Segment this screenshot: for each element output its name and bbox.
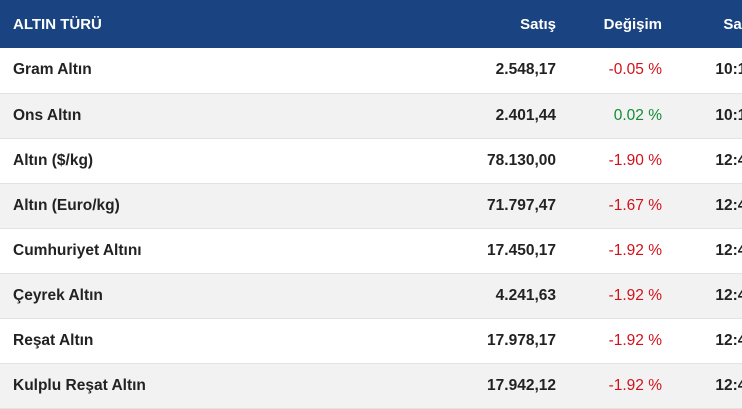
row-change: -1.92 % <box>608 331 662 349</box>
table-row[interactable]: Çeyrek Altın 4.241,63 -1.92 % 12:42 <box>0 273 742 318</box>
row-time: 12:42 <box>715 376 742 394</box>
row-time: 10:13 <box>715 106 742 124</box>
table-row[interactable]: Cumhuriyet Altını 17.450,17 -1.92 % 12:4… <box>0 228 742 273</box>
row-change: -1.67 % <box>608 196 662 214</box>
row-sell-price: 78.130,00 <box>487 151 556 169</box>
row-sell-price: 2.401,44 <box>495 106 556 124</box>
row-name: Gram Altın <box>13 61 92 79</box>
table-row[interactable]: Ons Altın 2.401,44 0.02 % 10:13 <box>0 93 742 138</box>
row-name: Kulplu Reşat Altın <box>13 376 146 394</box>
table-row[interactable]: Gram Altın 2.548,17 -0.05 % 10:13 <box>0 48 742 93</box>
row-change: 0.02 % <box>613 106 662 124</box>
header-row: ALTIN TÜRÜ Satış Değişim Saat <box>0 0 742 48</box>
header-sell: Satış <box>520 15 556 33</box>
table-body: Gram Altın 2.548,17 -0.05 % 10:13 Ons Al… <box>0 48 742 408</box>
row-time: 12:42 <box>715 151 742 169</box>
row-name: Reşat Altın <box>13 331 94 349</box>
row-sell-price: 2.548,17 <box>495 61 556 79</box>
row-time: 12:42 <box>715 241 742 259</box>
row-time: 12:42 <box>715 331 742 349</box>
row-time: 10:13 <box>715 61 742 79</box>
row-name: Altın (Euro/kg) <box>13 196 120 214</box>
row-name: Çeyrek Altın <box>13 286 103 304</box>
table-row[interactable]: Kulplu Reşat Altın 17.942,12 -1.92 % 12:… <box>0 363 742 408</box>
row-sell-price: 4.241,63 <box>495 286 556 304</box>
row-change: -1.92 % <box>608 241 662 259</box>
header-time: Saat <box>723 15 742 33</box>
row-change: -1.92 % <box>608 376 662 394</box>
row-change: -1.92 % <box>608 286 662 304</box>
table-row[interactable]: Altın ($/kg) 78.130,00 -1.90 % 12:42 <box>0 138 742 183</box>
table-row[interactable]: Reşat Altın 17.978,17 -1.92 % 12:42 <box>0 318 742 363</box>
row-name: Ons Altın <box>13 106 82 124</box>
table-row[interactable]: Altın (Euro/kg) 71.797,47 -1.67 % 12:42 <box>0 183 742 228</box>
header-change: Değişim <box>603 15 662 33</box>
row-sell-price: 17.942,12 <box>487 376 556 394</box>
row-change: -1.90 % <box>608 151 662 169</box>
row-time: 12:42 <box>715 286 742 304</box>
row-sell-price: 71.797,47 <box>487 196 556 214</box>
header-gold-type: ALTIN TÜRÜ <box>13 15 102 33</box>
row-change: -0.05 % <box>608 61 662 79</box>
row-name: Altın ($/kg) <box>13 151 94 169</box>
row-sell-price: 17.978,17 <box>487 331 556 349</box>
row-time: 12:42 <box>715 196 742 214</box>
table-header: ALTIN TÜRÜ Satış Değişim Saat <box>0 0 742 48</box>
row-sell-price: 17.450,17 <box>487 241 556 259</box>
row-name: Cumhuriyet Altını <box>13 241 142 259</box>
